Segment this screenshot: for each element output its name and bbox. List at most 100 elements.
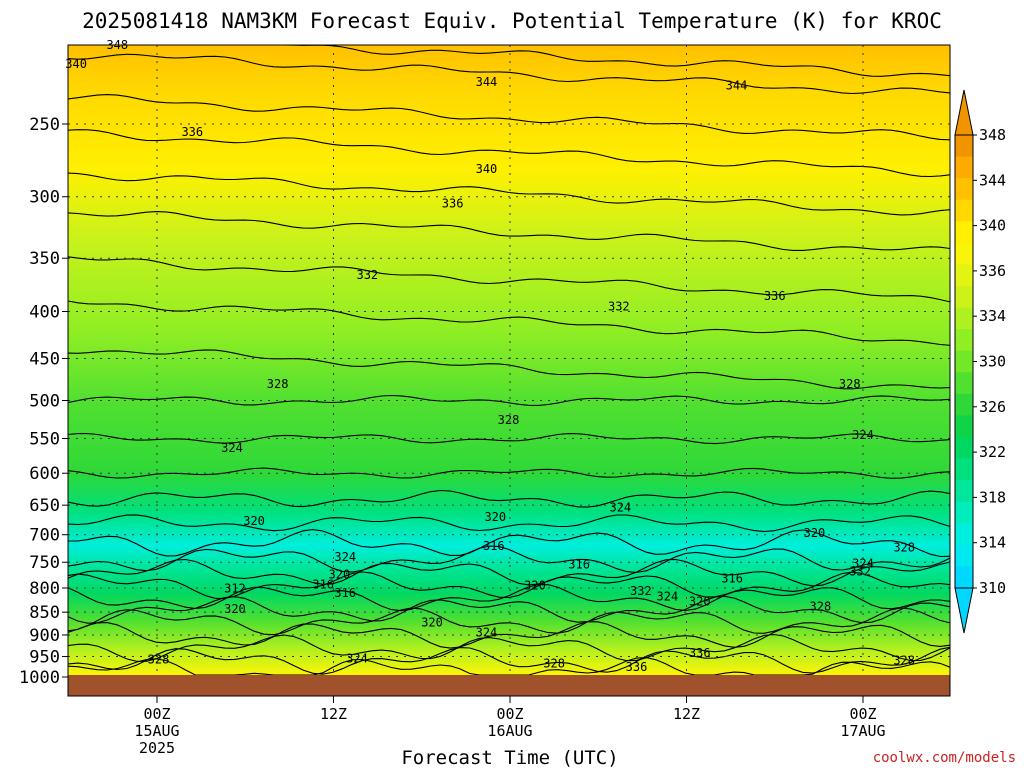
contour-label: 332 [630, 584, 652, 598]
contour-label: 336 [689, 646, 711, 660]
x-tick-label: 00Z [496, 705, 523, 723]
colorbar-tick-label: 334 [979, 307, 1006, 325]
contour-label: 328 [267, 377, 289, 391]
contour-label: 320 [484, 510, 506, 524]
y-tick-label: 900 [29, 626, 60, 646]
y-tick-label: 650 [29, 496, 60, 516]
y-tick-label: 700 [29, 526, 60, 546]
y-tick-label: 550 [29, 430, 60, 450]
x-tick-date: 16AUG [487, 722, 532, 740]
contour-label: 336 [764, 289, 786, 303]
colorbar-swatch [955, 329, 973, 352]
contour-line [68, 94, 950, 141]
contour-label: 332 [849, 565, 871, 579]
contour-line [68, 45, 950, 77]
contour-line [68, 583, 950, 612]
contour-label: 336 [442, 196, 464, 210]
contour-line [68, 300, 950, 346]
x-tick-label: 12Z [320, 705, 347, 723]
contour-label: 320 [421, 615, 443, 629]
contour-label: 332 [608, 299, 630, 313]
contour-label: 320 [689, 595, 711, 609]
contour-lines [68, 45, 950, 675]
contour-label: 328 [543, 657, 565, 671]
contour-line [68, 53, 950, 95]
contour-label: 336 [626, 660, 648, 674]
contour-line [68, 571, 950, 600]
contour-label: 320 [804, 526, 826, 540]
colorbar-tick-label: 336 [979, 262, 1006, 280]
y-tick-label: 850 [29, 603, 60, 623]
y-tick-label: 350 [29, 249, 60, 269]
contour-label: 324 [221, 441, 243, 455]
colorbar-swatch [955, 242, 973, 265]
contour-label: 324 [657, 589, 679, 603]
contour-line [68, 595, 950, 624]
colorbar-tick-label: 314 [979, 534, 1006, 552]
contour-line [68, 621, 950, 649]
contour-labels: 3483403363323283243203243163203163123203… [65, 38, 915, 674]
contour-line [68, 514, 950, 533]
contour-line [68, 558, 950, 587]
contour-line [68, 433, 950, 445]
x-tick-label: 12Z [673, 705, 700, 723]
contour-label: 344 [726, 79, 748, 93]
ground-surface [68, 675, 950, 696]
y-tick-label: 300 [29, 188, 60, 208]
colorbar-swatch [955, 199, 973, 222]
colorbar-swatch [955, 156, 973, 179]
contour-label: 328 [148, 652, 170, 666]
y-tick-label: 250 [29, 115, 60, 135]
contour-line [68, 489, 950, 508]
colorbar-swatch [955, 523, 973, 546]
contour-label: 324 [346, 652, 368, 666]
contour-label: 324 [852, 428, 874, 442]
contour-line [68, 394, 950, 406]
contour-label: 328 [893, 654, 915, 668]
contour-line [68, 467, 950, 479]
x-axis-title: Forecast Time (UTC) [401, 747, 618, 768]
contour-label: 324 [609, 501, 631, 515]
colorbar-swatch [955, 372, 973, 395]
colorbar-tick-label: 326 [979, 398, 1006, 416]
colorbar: 310 314 318 322 326 330 334 336 340 344 348 [954, 89, 1006, 634]
x-tick-label: 00Z [143, 705, 170, 723]
contour-line [68, 529, 950, 558]
colorbar-bottom-arrow [954, 587, 974, 634]
grid-lines [68, 45, 950, 678]
y-tick-label: 950 [29, 648, 60, 668]
colorbar-tick-label: 318 [979, 488, 1006, 506]
contour-label: 320 [329, 567, 351, 581]
contour-label: 328 [498, 413, 520, 427]
contour-line [68, 545, 950, 574]
contour-line [68, 211, 950, 251]
x-tick-label: 00Z [849, 705, 876, 723]
contour-label: 324 [334, 550, 356, 564]
colorbar-swatch [955, 307, 973, 330]
contour-label: 320 [224, 602, 246, 616]
y-axis: 250 300 350 400 450 500 550 600 650 700 750 800 850 9… [19, 115, 68, 688]
colorbar-swatch [955, 135, 973, 158]
contour-line [68, 256, 950, 303]
y-tick-label: 400 [29, 302, 60, 322]
colorbar-swatch [955, 480, 973, 503]
y-tick-label: 450 [29, 349, 60, 369]
y-tick-label: 500 [29, 392, 60, 412]
colorbar-tick-label: 344 [979, 171, 1006, 189]
contour-label: 316 [568, 557, 590, 571]
contour-label: 316 [483, 539, 505, 553]
plot-area: 3483403363323283243203243163203163123203… [65, 38, 951, 697]
colorbar-swatch [955, 350, 973, 373]
colorbar-swatch [955, 178, 973, 201]
credit-text: coolwx.com/models [873, 750, 1016, 766]
contour-line [68, 646, 950, 675]
x-tick-date: 15AUG [134, 722, 179, 740]
colorbar-swatch [955, 415, 973, 438]
colorbar-tick-label: 330 [979, 353, 1006, 371]
contour-label: 316 [312, 577, 334, 591]
contour-label: 336 [181, 125, 203, 139]
contour-label: 316 [721, 571, 743, 585]
y-tick-label: 800 [29, 579, 60, 599]
